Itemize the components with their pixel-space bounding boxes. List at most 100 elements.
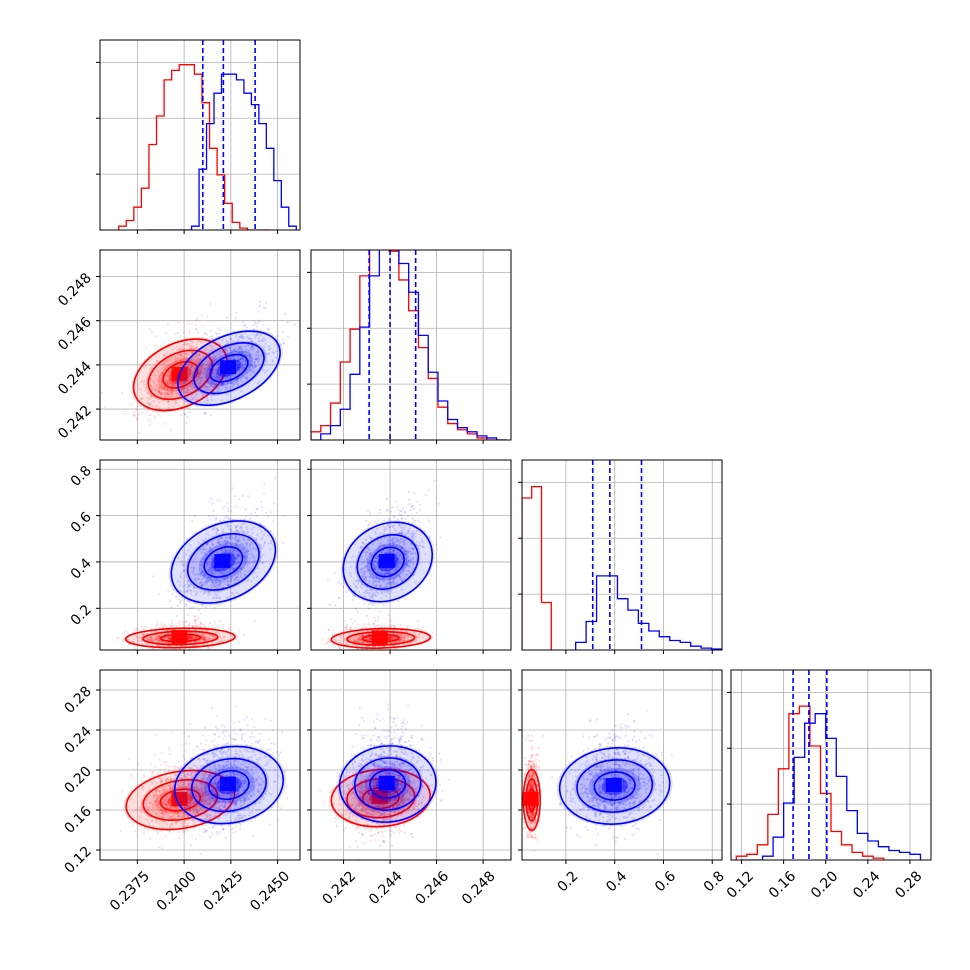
sample-point — [210, 569, 213, 572]
sample-point — [220, 374, 224, 377]
sample-point — [238, 376, 241, 379]
sample-point — [141, 640, 144, 643]
sample-point — [254, 336, 257, 340]
sample-point — [194, 615, 197, 618]
sample-point — [168, 379, 171, 382]
sample-point — [200, 623, 203, 627]
sample-point — [171, 381, 174, 384]
sample-point — [202, 365, 205, 369]
sample-point — [256, 514, 259, 518]
sample-point — [239, 554, 242, 557]
sample-point — [126, 631, 129, 634]
sample-point — [249, 355, 252, 358]
sample-point — [273, 502, 276, 505]
sample-point — [179, 358, 182, 361]
sample-point — [203, 638, 206, 641]
sample-point — [240, 358, 243, 361]
sample-point — [143, 359, 146, 362]
sample-point — [198, 644, 201, 647]
sample-point — [229, 509, 232, 512]
sample-point — [207, 399, 210, 402]
sample-point — [247, 539, 250, 542]
sample-point — [222, 632, 225, 635]
sample-point — [221, 551, 224, 554]
sample-point — [200, 636, 203, 639]
sample-point — [187, 638, 190, 641]
sample-point — [237, 338, 240, 341]
sample-point — [247, 344, 250, 347]
sample-point — [158, 390, 161, 393]
sample-point — [248, 545, 251, 548]
sample-point — [239, 336, 242, 339]
sample-point — [209, 604, 212, 607]
sample-point — [192, 586, 195, 589]
sample-point — [179, 354, 182, 357]
sample-point — [263, 483, 266, 486]
sample-point — [182, 391, 185, 394]
sample-point — [248, 539, 251, 542]
sample-point — [194, 388, 197, 391]
sample-point — [225, 549, 228, 552]
sample-point — [183, 591, 186, 594]
sample-point — [234, 557, 237, 560]
sample-point — [165, 381, 168, 384]
sample-point — [208, 361, 211, 364]
sample-point — [195, 590, 199, 593]
sample-point — [254, 548, 258, 551]
sample-point — [417, 620, 420, 623]
sample-point — [174, 595, 178, 599]
sample-point — [182, 331, 185, 334]
sample-point — [210, 557, 214, 561]
sample-point — [202, 637, 205, 640]
sample-point — [215, 578, 219, 581]
sample-point — [201, 637, 204, 641]
sample-point — [212, 596, 216, 599]
sample-point — [127, 643, 130, 646]
sample-point — [178, 581, 181, 584]
sample-point — [131, 640, 134, 644]
sample-point — [271, 351, 274, 354]
sample-point — [264, 342, 267, 345]
sample-point — [170, 391, 173, 394]
sample-point — [218, 385, 221, 388]
sample-point — [217, 569, 220, 572]
sample-point — [211, 634, 214, 638]
sample-point — [218, 636, 222, 639]
sample-point — [169, 632, 172, 635]
sample-point — [152, 637, 155, 640]
sample-point — [162, 393, 165, 396]
sample-point — [237, 366, 240, 369]
sample-point — [225, 347, 228, 350]
sample-point — [155, 630, 158, 633]
sample-point — [202, 632, 205, 636]
sample-point — [154, 389, 157, 392]
sample-point — [227, 595, 231, 598]
sample-point — [253, 364, 257, 367]
sample-point — [216, 352, 219, 356]
sample-point — [227, 584, 230, 587]
sample-point — [268, 348, 271, 352]
sample-point — [174, 381, 177, 384]
sample-point — [203, 347, 206, 350]
sample-point — [159, 384, 162, 387]
sample-point — [236, 372, 239, 375]
sample-point — [252, 353, 255, 356]
sample-point — [166, 381, 169, 384]
sample-point — [161, 391, 164, 394]
sample-point — [327, 628, 331, 631]
sample-point — [224, 375, 227, 378]
sample-point — [216, 583, 219, 586]
sample-point — [154, 638, 158, 642]
sample-point — [205, 366, 208, 370]
sample-point — [207, 576, 210, 579]
sample-point — [206, 366, 209, 369]
sample-point — [167, 359, 170, 362]
sample-point — [141, 634, 145, 637]
sample-point — [155, 635, 158, 638]
sample-point — [203, 367, 206, 370]
sample-point — [233, 349, 236, 352]
sample-point — [230, 350, 233, 354]
sample-point — [191, 340, 194, 344]
sample-point — [236, 576, 239, 579]
sample-point — [257, 360, 260, 363]
